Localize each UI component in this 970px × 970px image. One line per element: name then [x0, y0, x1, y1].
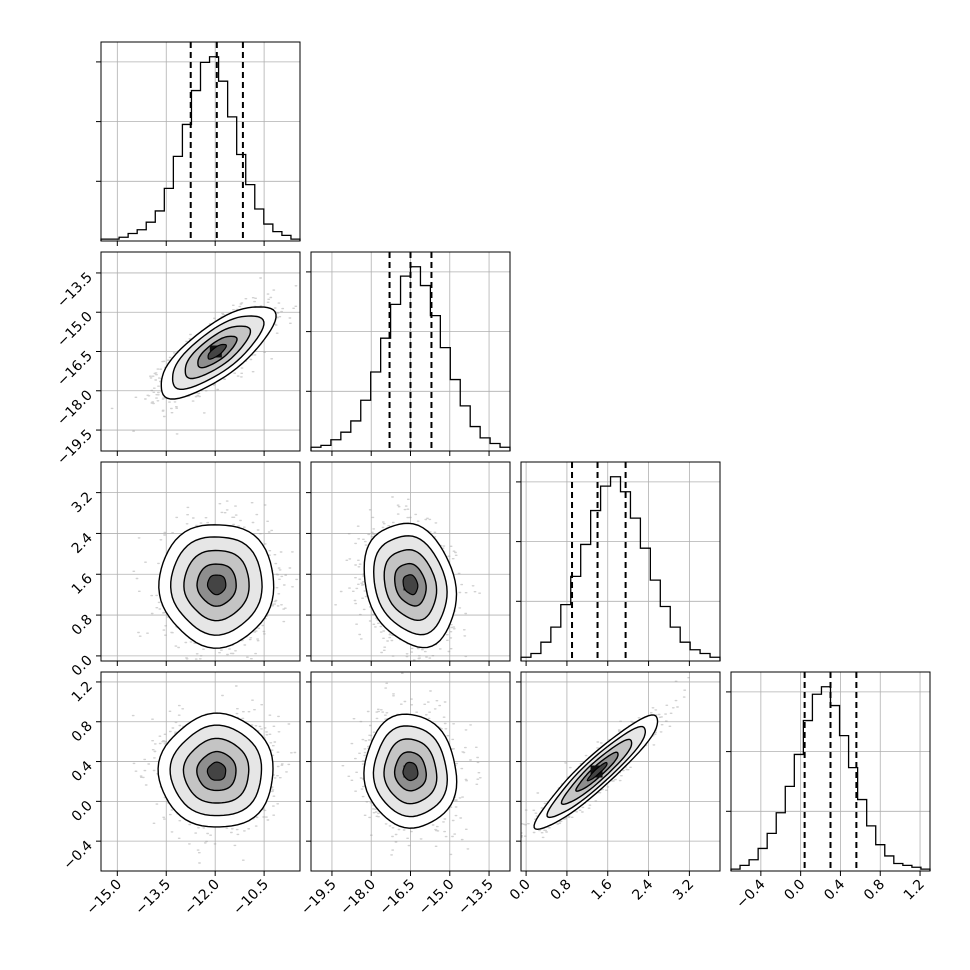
- x-tick-label-0-2: −12.0: [181, 877, 223, 919]
- y-tick-label-1-4: −13.5: [54, 269, 96, 311]
- panel-frame: [100, 461, 301, 662]
- scatter-panel-2-3: [520, 671, 721, 872]
- x-tick-label-2-3: 2.4: [629, 876, 656, 903]
- contour-0: [363, 522, 458, 649]
- contour-core: [207, 343, 227, 360]
- x-tick-label-0-1: −13.5: [132, 877, 174, 919]
- contour-1: [169, 536, 263, 636]
- contour-core: [586, 761, 608, 782]
- contour-0: [533, 714, 659, 831]
- x-tick-label-3-3: 0.8: [861, 877, 888, 904]
- histogram-panel-3: [726, 671, 931, 872]
- contour-2: [383, 548, 438, 622]
- panel-frame: [520, 671, 721, 872]
- y-tick-label-2-3: 2.4: [69, 530, 96, 557]
- contour-2: [560, 738, 633, 806]
- contour-2: [183, 549, 250, 622]
- x-tick-label-1-2: −16.5: [377, 877, 419, 919]
- y-tick-label-3-3: 0.8: [69, 718, 96, 745]
- contour-0: [363, 713, 458, 829]
- contour-core: [206, 574, 227, 596]
- contour-2: [182, 737, 250, 804]
- x-tick-label-0-3: −10.5: [230, 877, 272, 919]
- x-tick-label-2-2: 1.6: [589, 876, 616, 903]
- x-tick-label-1-3: −15.0: [416, 877, 458, 919]
- x-tick-label-3-4: 1.2: [901, 877, 928, 904]
- y-tick-label-3-2: 0.4: [69, 758, 96, 785]
- y-tick-label-1-1: −18.0: [54, 387, 96, 429]
- panel-frame: [100, 671, 301, 872]
- contour-1: [171, 315, 265, 390]
- y-tick-label-3-1: 0.0: [69, 798, 96, 825]
- scatter-content-0-2: [132, 500, 298, 660]
- contour-core: [206, 761, 227, 781]
- scatter-panel-0-2: [100, 461, 301, 662]
- contour-2: [383, 738, 438, 805]
- x-tick-label-3-1: 0.0: [781, 877, 808, 904]
- x-tick-label-2-1: 0.8: [548, 877, 575, 904]
- y-tick-label-2-0: 0.0: [69, 652, 96, 679]
- scatter-content-1-2: [334, 496, 481, 661]
- x-tick-label-1-4: −13.5: [455, 877, 497, 919]
- x-tick-label-3-2: 0.4: [821, 876, 848, 903]
- scatter-panel-0-1: [100, 251, 301, 452]
- y-tick-label-1-2: −16.5: [54, 348, 96, 390]
- histogram-step-1: [310, 266, 511, 451]
- contour-0: [157, 712, 274, 828]
- y-tick-label-2-4: 3.2: [69, 489, 96, 516]
- y-tick-label-3-4: 1.2: [69, 678, 96, 705]
- contour-3: [393, 562, 427, 607]
- contour-3: [196, 750, 237, 792]
- contour-0: [160, 306, 277, 400]
- contour-1: [372, 725, 449, 818]
- contour-1: [169, 724, 263, 817]
- histogram-panel-0: [96, 41, 301, 242]
- histogram-step-0: [100, 56, 301, 241]
- y-tick-label-3-0: −0.4: [60, 838, 95, 873]
- x-tick-label-2-0: 0.0: [507, 877, 534, 904]
- histogram-panel-2: [516, 461, 721, 662]
- contour-0: [158, 524, 275, 649]
- contour-3: [196, 563, 237, 607]
- histogram-panel-1: [306, 251, 511, 452]
- contour-core: [402, 761, 419, 782]
- x-tick-label-2-4: 3.2: [670, 877, 697, 904]
- y-tick-label-1-0: −19.5: [54, 427, 96, 469]
- contour-2: [184, 325, 252, 380]
- contour-core: [402, 574, 419, 596]
- contour-1: [546, 725, 646, 819]
- histogram-frame-2: [520, 461, 721, 662]
- y-tick-label-2-2: 1.6: [69, 571, 96, 598]
- scatter-content-0-3: [131, 685, 297, 864]
- scatter-panel-0-3: [100, 671, 301, 872]
- scatter-content-2-3: [521, 677, 691, 839]
- contour-1: [372, 535, 448, 636]
- y-tick-label-1-3: −15.0: [54, 309, 96, 351]
- scatter-panel-1-3: [310, 671, 511, 872]
- scatter-content-0-1: [110, 277, 300, 435]
- contour-3: [393, 751, 428, 792]
- histogram-step-2: [520, 476, 721, 661]
- x-tick-label-0-0: −15.0: [83, 877, 125, 919]
- x-tick-label-1-1: −18.0: [337, 877, 379, 919]
- y-tick-label-2-1: 0.8: [69, 612, 96, 639]
- contour-3: [197, 335, 238, 369]
- scatter-panel-1-2: [310, 461, 511, 662]
- x-tick-label-1-0: −19.5: [298, 877, 340, 919]
- scatter-content-1-3: [341, 672, 482, 856]
- contour-3: [575, 751, 619, 792]
- x-tick-label-3-0: −0.4: [733, 876, 768, 911]
- histogram-frame-3: [730, 671, 931, 872]
- histogram-frame-0: [100, 41, 301, 242]
